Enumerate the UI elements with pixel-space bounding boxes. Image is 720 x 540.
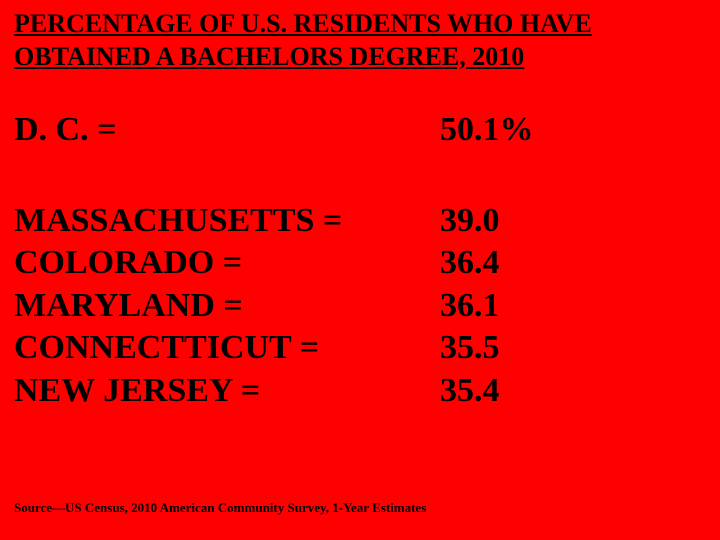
row-value: 39.0 bbox=[440, 200, 500, 243]
featured-value: 50.1% bbox=[440, 109, 534, 152]
table-row: NEW JERSEY = 35.4 bbox=[14, 370, 706, 413]
row-label: COLORADO = bbox=[14, 242, 440, 285]
row-value: 36.4 bbox=[440, 242, 500, 285]
data-list: D. C. = 50.1% MASSACHUSETTS = 39.0 COLOR… bbox=[14, 109, 706, 412]
featured-row: D. C. = 50.1% bbox=[14, 109, 706, 152]
row-value: 36.1 bbox=[440, 285, 500, 328]
featured-label: D. C. = bbox=[14, 109, 440, 152]
table-row: COLORADO = 36.4 bbox=[14, 242, 706, 285]
row-value: 35.4 bbox=[440, 370, 500, 413]
row-label: MARYLAND = bbox=[14, 285, 440, 328]
table-row: CONNECTTICUT = 35.5 bbox=[14, 327, 706, 370]
source-text: Source—US Census, 2010 American Communit… bbox=[14, 500, 426, 516]
table-row: MASSACHUSETTS = 39.0 bbox=[14, 200, 706, 243]
row-label: NEW JERSEY = bbox=[14, 370, 440, 413]
spacer bbox=[14, 158, 706, 200]
row-value: 35.5 bbox=[440, 327, 500, 370]
row-label: CONNECTTICUT = bbox=[14, 327, 440, 370]
row-label: MASSACHUSETTS = bbox=[14, 200, 440, 243]
table-row: MARYLAND = 36.1 bbox=[14, 285, 706, 328]
slide-title: PERCENTAGE OF U.S. RESIDENTS WHO HAVE OB… bbox=[14, 8, 706, 73]
